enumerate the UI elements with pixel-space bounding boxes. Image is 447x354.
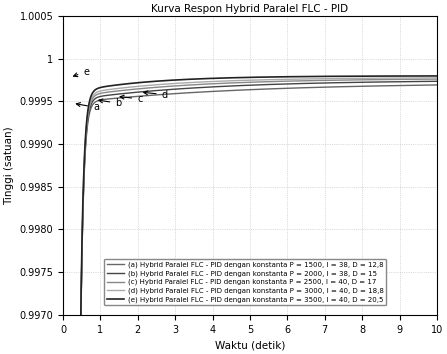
(b) Hybrid Paralel FLC - PID dengan konstanta P = 2000, I = 38, D = 15	[128, 91, 134, 95]
(e) Hybrid Paralel FLC - PID dengan konstanta P = 3500, I = 40, D = 20,5	[434, 74, 440, 78]
(b) Hybrid Paralel FLC - PID dengan konstanta P = 2000, I = 38, D = 15	[434, 79, 440, 84]
Legend: (a) Hybrid Paralel FLC - PID dengan konstanta P = 1500, I = 38, D = 12,8, (b) Hy: (a) Hybrid Paralel FLC - PID dengan kons…	[104, 259, 386, 306]
(c) Hybrid Paralel FLC - PID dengan konstanta P = 2500, I = 40, D = 17	[339, 78, 345, 82]
(a) Hybrid Paralel FLC - PID dengan konstanta P = 1500, I = 38, D = 12,8	[368, 84, 373, 88]
(a) Hybrid Paralel FLC - PID dengan konstanta P = 1500, I = 38, D = 12,8	[339, 85, 345, 89]
Title: Kurva Respon Hybrid Paralel FLC - PID: Kurva Respon Hybrid Paralel FLC - PID	[152, 4, 349, 14]
(e) Hybrid Paralel FLC - PID dengan konstanta P = 3500, I = 40, D = 20,5	[128, 81, 134, 86]
Text: b: b	[99, 98, 122, 108]
(d) Hybrid Paralel FLC - PID dengan konstanta P = 3000, I = 40, D = 18,8	[203, 80, 209, 84]
Text: a: a	[76, 102, 99, 113]
(c) Hybrid Paralel FLC - PID dengan konstanta P = 2500, I = 40, D = 17	[304, 79, 309, 83]
(c) Hybrid Paralel FLC - PID dengan konstanta P = 2500, I = 40, D = 17	[128, 87, 134, 92]
(b) Hybrid Paralel FLC - PID dengan konstanta P = 2000, I = 38, D = 15	[285, 82, 290, 86]
(a) Hybrid Paralel FLC - PID dengan konstanta P = 1500, I = 38, D = 12,8	[304, 86, 309, 90]
(c) Hybrid Paralel FLC - PID dengan konstanta P = 2500, I = 40, D = 17	[368, 78, 373, 82]
(d) Hybrid Paralel FLC - PID dengan konstanta P = 3000, I = 40, D = 18,8	[339, 76, 345, 81]
Y-axis label: Tinggi (satuan): Tinggi (satuan)	[4, 126, 14, 205]
X-axis label: Waktu (detik): Waktu (detik)	[215, 340, 285, 350]
(e) Hybrid Paralel FLC - PID dengan konstanta P = 3500, I = 40, D = 20,5	[285, 75, 290, 79]
(e) Hybrid Paralel FLC - PID dengan konstanta P = 3500, I = 40, D = 20,5	[368, 74, 373, 78]
Line: (d) Hybrid Paralel FLC - PID dengan konstanta P = 3000, I = 40, D = 18,8: (d) Hybrid Paralel FLC - PID dengan kons…	[63, 78, 437, 354]
(a) Hybrid Paralel FLC - PID dengan konstanta P = 1500, I = 38, D = 12,8	[285, 86, 290, 90]
Line: (a) Hybrid Paralel FLC - PID dengan konstanta P = 1500, I = 38, D = 12,8: (a) Hybrid Paralel FLC - PID dengan kons…	[63, 85, 437, 354]
(e) Hybrid Paralel FLC - PID dengan konstanta P = 3500, I = 40, D = 20,5	[339, 74, 345, 78]
(b) Hybrid Paralel FLC - PID dengan konstanta P = 2000, I = 38, D = 15	[304, 81, 309, 86]
(d) Hybrid Paralel FLC - PID dengan konstanta P = 3000, I = 40, D = 18,8	[128, 85, 134, 89]
(d) Hybrid Paralel FLC - PID dengan konstanta P = 3000, I = 40, D = 18,8	[285, 77, 290, 81]
(e) Hybrid Paralel FLC - PID dengan konstanta P = 3500, I = 40, D = 20,5	[304, 74, 309, 79]
(c) Hybrid Paralel FLC - PID dengan konstanta P = 2500, I = 40, D = 17	[203, 82, 209, 86]
Text: e: e	[74, 67, 89, 77]
(b) Hybrid Paralel FLC - PID dengan konstanta P = 2000, I = 38, D = 15	[203, 85, 209, 89]
Text: d: d	[143, 90, 168, 99]
Text: c: c	[120, 94, 143, 104]
(d) Hybrid Paralel FLC - PID dengan konstanta P = 3000, I = 40, D = 18,8	[304, 77, 309, 81]
(a) Hybrid Paralel FLC - PID dengan konstanta P = 1500, I = 38, D = 12,8	[434, 83, 440, 87]
(c) Hybrid Paralel FLC - PID dengan konstanta P = 2500, I = 40, D = 17	[434, 77, 440, 81]
Line: (b) Hybrid Paralel FLC - PID dengan konstanta P = 2000, I = 38, D = 15: (b) Hybrid Paralel FLC - PID dengan kons…	[63, 81, 437, 354]
(e) Hybrid Paralel FLC - PID dengan konstanta P = 3500, I = 40, D = 20,5	[203, 76, 209, 81]
Line: (c) Hybrid Paralel FLC - PID dengan konstanta P = 2500, I = 40, D = 17: (c) Hybrid Paralel FLC - PID dengan kons…	[63, 79, 437, 354]
(a) Hybrid Paralel FLC - PID dengan konstanta P = 1500, I = 38, D = 12,8	[203, 90, 209, 94]
(d) Hybrid Paralel FLC - PID dengan konstanta P = 3000, I = 40, D = 18,8	[368, 76, 373, 80]
Line: (e) Hybrid Paralel FLC - PID dengan konstanta P = 3500, I = 40, D = 20,5: (e) Hybrid Paralel FLC - PID dengan kons…	[63, 76, 437, 354]
(c) Hybrid Paralel FLC - PID dengan konstanta P = 2500, I = 40, D = 17	[285, 79, 290, 83]
(d) Hybrid Paralel FLC - PID dengan konstanta P = 3000, I = 40, D = 18,8	[434, 76, 440, 80]
(b) Hybrid Paralel FLC - PID dengan konstanta P = 2000, I = 38, D = 15	[368, 80, 373, 84]
(a) Hybrid Paralel FLC - PID dengan konstanta P = 1500, I = 38, D = 12,8	[128, 95, 134, 99]
(b) Hybrid Paralel FLC - PID dengan konstanta P = 2000, I = 38, D = 15	[339, 80, 345, 85]
